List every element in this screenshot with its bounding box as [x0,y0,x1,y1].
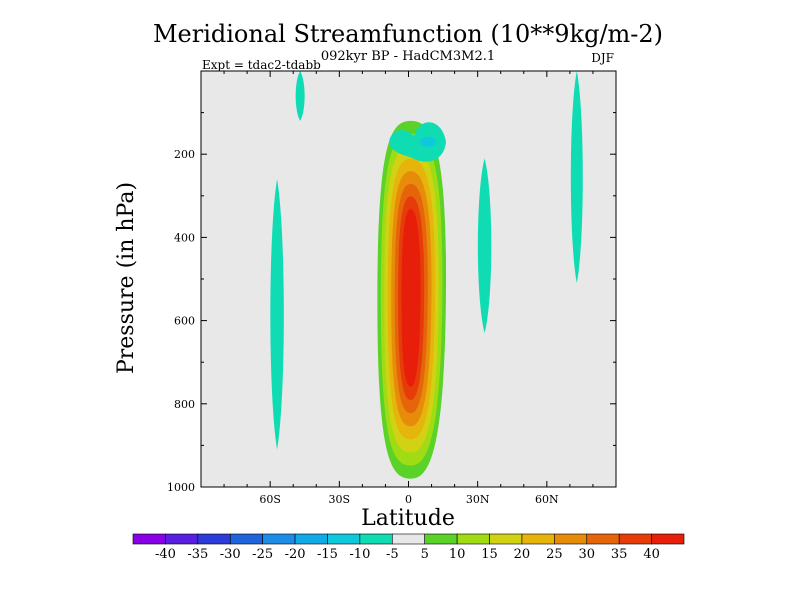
x-tick-label: 60S [259,493,281,506]
contour-northern-negative-band [477,158,492,334]
contour-southern-negative-band [270,179,284,450]
colorbar-swatch [391,533,426,545]
colorbar-swatch [132,533,166,545]
contour-upper-negative-blob [389,122,447,162]
y-axis-label: Pressure (in hPa) [114,182,139,374]
x-axis-label: Latitude [361,506,455,531]
plot-area: 60S 30S 0 30N 60N 200 400 600 800 1000 [167,70,617,506]
colorbar-label: -15 [317,547,338,562]
season-label: DJF [591,51,614,65]
x-tick-label: 30S [329,493,351,506]
y-tick-label: 1000 [167,481,195,494]
colorbar-swatch [327,533,361,545]
y-tick-label: 800 [174,398,195,411]
colorbar-swatch [586,533,620,545]
chart-title: Meridional Streamfunction (10**9kg/m-2) [153,20,663,48]
colorbar-label: 15 [481,547,498,562]
colorbar-label: -10 [349,547,370,562]
colorbar-swatch [165,533,199,545]
y-tick-label: 600 [174,315,195,328]
contour-polar-negative-strip-north [570,71,583,284]
colorbar-swatch [294,533,328,545]
colorbar-label: 10 [449,547,466,562]
colorbar-swatch [489,533,523,545]
colorbar-swatch [554,533,588,545]
colorbar-label: -30 [220,547,241,562]
y-tick-label: 400 [174,231,195,244]
x-tick-label: 30N [466,493,490,506]
colorbar-swatch [359,533,393,545]
colorbar-label: -35 [187,547,208,562]
contour-fill-group [270,71,583,479]
colorbar-swatch [229,533,263,545]
colorbar-label: -40 [155,547,176,562]
experiment-label: Expt = tdac2-tdabb [202,58,321,72]
colorbar-swatch [262,533,296,545]
colorbar-label: -20 [285,547,306,562]
colorbar: -40 -35 -30 -25 -20 -15 -10 -5 5 10 15 20 25 30 35 40 [132,533,685,562]
colorbar-label: -5 [386,547,399,562]
colorbar-swatch [424,533,458,545]
contour-fill-level-40 [401,209,421,387]
x-tick-label: 60N [535,493,559,506]
colorbar-label: 40 [643,547,660,562]
colorbar-swatch [197,533,231,545]
y-tick-label: 200 [174,148,195,161]
contour-upper-negative-core [420,136,437,147]
colorbar-swatch [618,533,652,545]
colorbar-label: 35 [611,547,628,562]
colorbar-swatch [456,533,490,545]
chart-subtitle: 092kyr BP - HadCM3M2.1 [321,49,495,64]
colorbar-swatch [521,533,555,545]
colorbar-label: -25 [252,547,273,562]
colorbar-label: 30 [578,547,595,562]
colorbar-label: 20 [514,547,531,562]
colorbar-label: 5 [421,547,429,562]
contour-polar-negative-strip-south [295,71,305,121]
colorbar-label: 25 [546,547,563,562]
axis-ticks: 60S 30S 0 30N 60N 200 400 600 800 1000 [167,71,616,506]
x-tick-label: 0 [405,493,412,506]
colorbar-swatch [651,533,685,545]
